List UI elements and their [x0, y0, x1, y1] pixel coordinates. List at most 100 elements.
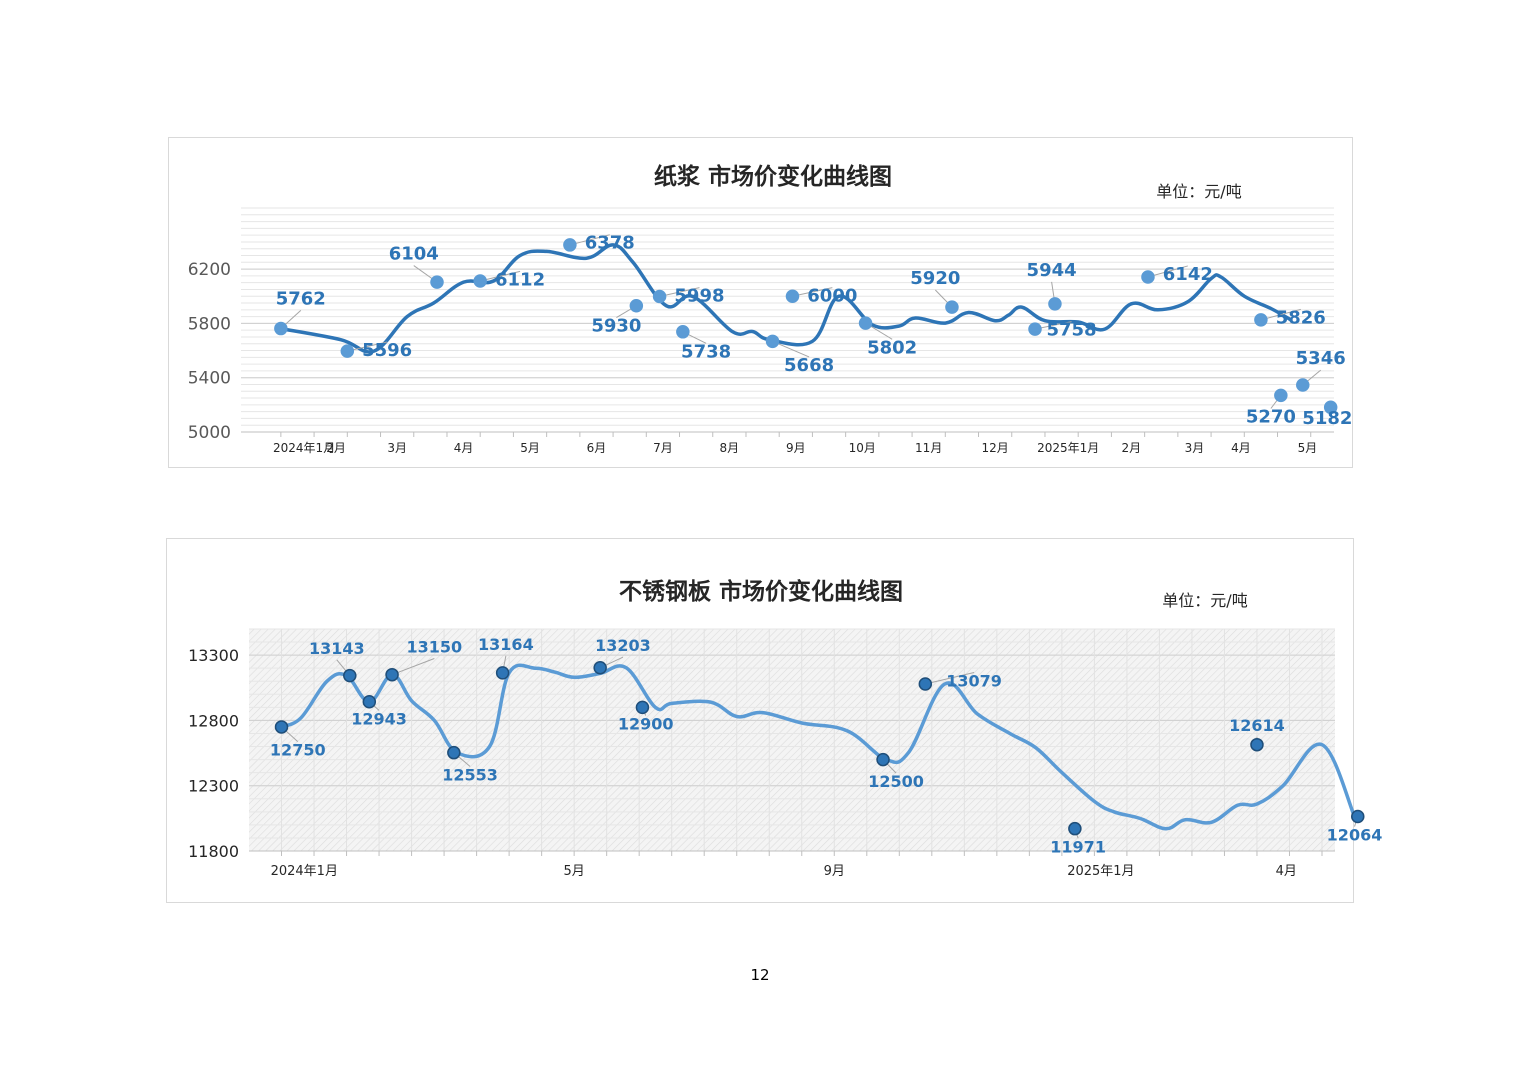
data-label: 5920 — [910, 268, 960, 289]
data-point — [1351, 809, 1365, 824]
data-point — [918, 677, 933, 691]
data-point — [430, 275, 444, 289]
data-label: 5930 — [591, 316, 641, 337]
y-tick-label: 12300 — [188, 777, 239, 796]
data-label: 5758 — [1046, 320, 1096, 341]
data-label: 13143 — [309, 639, 365, 658]
leader-line — [925, 671, 975, 685]
data-label: 5738 — [681, 341, 731, 362]
data-point — [343, 668, 357, 683]
y-tick-label: 5000 — [188, 423, 231, 443]
data-label: 13164 — [478, 635, 534, 654]
x-tick-label: 2025年1月 — [1067, 864, 1134, 879]
x-tick-label: 8月 — [720, 441, 740, 455]
data-point — [1141, 270, 1155, 284]
data-label: 12064 — [1327, 826, 1383, 845]
data-label: 6378 — [585, 233, 635, 254]
x-tick-label: 5月 — [1298, 441, 1318, 455]
data-point — [945, 300, 959, 314]
data-point — [629, 298, 644, 313]
data-label: 5944 — [1027, 260, 1077, 281]
leader-line — [391, 658, 435, 676]
data-point — [362, 694, 377, 709]
data-point — [676, 325, 690, 339]
x-tick-label: 5月 — [520, 441, 540, 455]
x-tick-label: 6月 — [587, 441, 607, 455]
data-point — [1028, 322, 1042, 336]
data-points: 5762 5596 6104 6112 6378 5930 5998 5738 5668 6000… — [274, 233, 1352, 429]
data-point — [274, 720, 289, 734]
x-tick-label: 2月 — [1122, 441, 1142, 455]
series-path — [279, 663, 1357, 831]
y-tick-label: 6200 — [188, 260, 231, 280]
data-point — [1254, 313, 1268, 327]
data-point — [340, 344, 355, 358]
data-point — [785, 289, 800, 303]
leader-line — [480, 270, 521, 282]
data-label: 12500 — [868, 772, 924, 791]
pulp-price-chart: 纸浆 市场价变化曲线图 单位：元/吨 5000 5400 5800 6200 2024年… — [168, 137, 1353, 468]
data-point — [563, 238, 577, 252]
data-point — [593, 661, 607, 675]
data-label: 13203 — [595, 636, 651, 655]
x-tick-label: 3月 — [387, 441, 407, 455]
y-tick-label: 5800 — [188, 314, 231, 334]
x-tick-label: 5月 — [564, 864, 585, 879]
data-point — [1274, 388, 1288, 403]
data-label: 6104 — [389, 244, 439, 265]
data-point — [1296, 378, 1310, 392]
page-number: 12 — [750, 966, 770, 984]
data-label: 6142 — [1163, 264, 1213, 285]
data-point — [876, 752, 890, 767]
x-tick-label: 9月 — [824, 864, 845, 879]
data-point — [652, 289, 667, 304]
x-tick-label: 9月 — [786, 441, 806, 455]
x-tick-label: 2024年1月 — [273, 441, 335, 455]
data-point — [1323, 400, 1338, 415]
chart-title: 不锈钢板 市场价变化曲线图 — [619, 578, 903, 605]
y-tick-label: 11800 — [188, 842, 239, 861]
data-point — [858, 316, 873, 330]
data-point — [1068, 821, 1082, 836]
data-point — [274, 321, 288, 336]
data-point — [495, 666, 510, 680]
x-tick-label: 2月 — [326, 441, 346, 455]
pulp-chart-svg: 纸浆 市场价变化曲线图 单位：元/吨 5000 5400 5800 6200 2024年… — [188, 163, 1353, 455]
x-tick-label: 4月 — [454, 441, 474, 455]
data-label: 5270 — [1246, 406, 1296, 427]
series-line — [279, 243, 1293, 354]
data-label: 13150 — [406, 638, 462, 657]
x-tick-label: 2024年1月 — [271, 864, 338, 879]
leader-line — [569, 234, 610, 246]
data-label: 5596 — [362, 340, 412, 361]
data-point — [385, 667, 399, 682]
data-label: 5346 — [1296, 348, 1346, 369]
data-label: 12553 — [442, 765, 498, 784]
plot-area-background — [249, 629, 1335, 851]
leader-line — [659, 287, 700, 298]
x-tick-label: 3月 — [1185, 441, 1205, 455]
data-label: 5826 — [1276, 307, 1326, 328]
data-label: 12614 — [1229, 716, 1285, 735]
data-label: 6000 — [807, 286, 857, 307]
steel-chart-svg: 不锈钢板 市场价变化曲线图 单位：元/吨 11800 12300 12800 1330… — [188, 578, 1382, 879]
data-label: 6112 — [495, 269, 545, 290]
data-label: 12750 — [270, 741, 326, 760]
data-label: 5668 — [784, 355, 834, 376]
data-point — [1250, 737, 1264, 752]
series-path — [279, 243, 1293, 354]
data-label: 5998 — [674, 286, 724, 307]
y-tick-label: 5400 — [188, 369, 231, 389]
x-tick-label: 2025年1月 — [1037, 441, 1099, 455]
data-label: 5802 — [867, 337, 917, 358]
x-tick-label: 4月 — [1231, 441, 1251, 455]
y-tick-label: 12800 — [188, 711, 239, 730]
data-point — [635, 700, 650, 715]
x-tick-label: 12月 — [981, 441, 1008, 455]
unit-label: 单位：元/吨 — [1156, 182, 1241, 201]
data-point — [765, 334, 780, 349]
data-label: 13079 — [946, 671, 1002, 690]
x-tick-label: 10月 — [849, 441, 876, 455]
x-tick-label: 11月 — [915, 441, 942, 455]
